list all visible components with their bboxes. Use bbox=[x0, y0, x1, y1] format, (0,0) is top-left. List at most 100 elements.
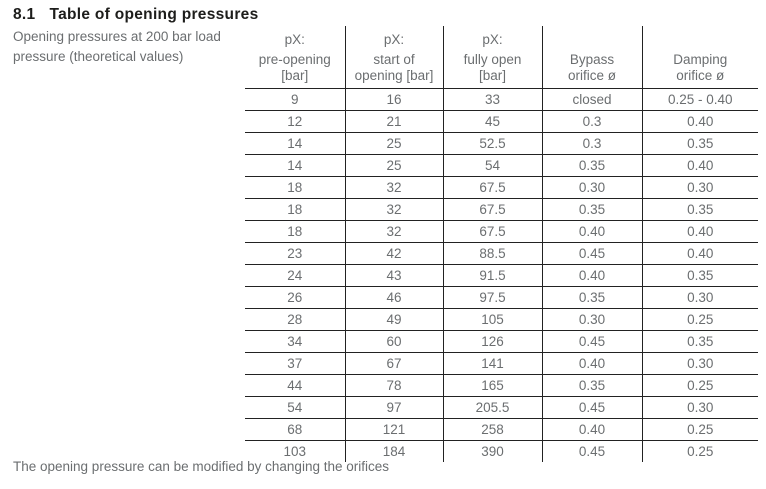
table-row: 103 184 390 0.45 0.25 bbox=[245, 439, 758, 462]
table-cell: 18 bbox=[245, 219, 346, 242]
table-cell: 0.30 bbox=[641, 285, 758, 308]
table-cell: 43 bbox=[344, 263, 444, 286]
table-cell: 14 bbox=[245, 131, 346, 154]
table-column-header: pX: pre-opening [bar] bbox=[245, 26, 346, 88]
description-line: pressure (theoretical values) bbox=[13, 49, 184, 64]
header-line-mid: Damping bbox=[673, 52, 728, 67]
table-cell: 0.3 bbox=[541, 131, 643, 154]
table-cell: 97.5 bbox=[442, 285, 543, 308]
table-cell: 0.40 bbox=[641, 153, 758, 176]
table-row: 37 67 141 0.40 0.30 bbox=[245, 351, 758, 374]
table-cell: 67.5 bbox=[442, 197, 543, 220]
table-cell: 103 bbox=[245, 439, 346, 462]
header-line-bot: [bar] bbox=[478, 68, 506, 83]
table-column-header: Bypass orifice ø bbox=[541, 26, 643, 88]
table-cell: 34 bbox=[245, 329, 346, 352]
section-heading: 8.1 Table of opening pressures bbox=[13, 6, 259, 24]
table-cell: 0.30 bbox=[641, 175, 758, 198]
table-cell: 26 bbox=[245, 285, 346, 308]
table-row: 28 49 105 0.30 0.25 bbox=[245, 307, 758, 330]
table-cell: 205.5 bbox=[442, 395, 543, 418]
table-row: 26 46 97.5 0.35 0.30 bbox=[245, 285, 758, 308]
table-cell: 23 bbox=[245, 241, 346, 264]
header-line-bot: opening [bar] bbox=[354, 68, 434, 83]
table-cell: 0.35 bbox=[641, 329, 758, 352]
table-cell: 0.40 bbox=[641, 241, 758, 264]
table-cell: 25 bbox=[344, 131, 444, 154]
header-line-top: pX: bbox=[284, 32, 305, 47]
table-cell: 141 bbox=[442, 351, 543, 374]
table-column-header: pX: start of opening [bar] bbox=[344, 26, 444, 88]
table-cell: 0.40 bbox=[641, 109, 758, 132]
table-cell: 0.25 bbox=[641, 373, 758, 396]
table-row: 54 97 205.5 0.45 0.30 bbox=[245, 395, 758, 418]
header-line-mid: Bypass bbox=[569, 52, 615, 67]
table-cell: 0.35 bbox=[541, 197, 643, 220]
table-cell: 67 bbox=[344, 351, 444, 374]
table-row: 12 21 45 0.3 0.40 bbox=[245, 109, 758, 132]
table-cell: 0.40 bbox=[541, 219, 643, 242]
table-cell: 28 bbox=[245, 307, 346, 330]
table-cell: 24 bbox=[245, 263, 346, 286]
table-cell: 0.45 bbox=[541, 395, 643, 418]
section-number: 8.1 bbox=[13, 6, 36, 23]
table-cell: 32 bbox=[344, 219, 444, 242]
table-row: 23 42 88.5 0.45 0.40 bbox=[245, 241, 758, 264]
table-cell: 54 bbox=[245, 395, 346, 418]
table-row: 18 32 67.5 0.40 0.40 bbox=[245, 219, 758, 242]
table-cell: 0.35 bbox=[541, 373, 643, 396]
table-cell: 0.30 bbox=[641, 395, 758, 418]
table-row: 44 78 165 0.35 0.25 bbox=[245, 373, 758, 396]
table-cell: 0.35 bbox=[541, 153, 643, 176]
table-cell: 44 bbox=[245, 373, 346, 396]
table-row: 14 25 52.5 0.3 0.35 bbox=[245, 131, 758, 154]
table-column-header: Damping orifice ø bbox=[641, 26, 758, 88]
table-cell: 0.40 bbox=[541, 417, 643, 440]
footnote: The opening pressure can be modified by … bbox=[13, 459, 389, 474]
section-title: Table of opening pressures bbox=[49, 6, 259, 23]
header-line-top bbox=[643, 26, 758, 50]
table-cell: 0.35 bbox=[541, 285, 643, 308]
table-cell: 0.35 bbox=[641, 197, 758, 220]
header-line-mid: start of bbox=[373, 52, 415, 67]
table-cell: 0.3 bbox=[541, 109, 643, 132]
table-row: 34 60 126 0.45 0.35 bbox=[245, 329, 758, 352]
table-cell: 9 bbox=[245, 87, 346, 110]
table-row: 24 43 91.5 0.40 0.35 bbox=[245, 263, 758, 286]
table-cell: 0.40 bbox=[641, 219, 758, 242]
table-cell: 0.30 bbox=[541, 175, 643, 198]
table-cell: 42 bbox=[344, 241, 444, 264]
table-cell: 67.5 bbox=[442, 175, 543, 198]
table-cell: 0.35 bbox=[641, 263, 758, 286]
table-body: 9 16 33 closed 0.25 - 0.40 12 21 45 0.3 0.40 14 25 5… bbox=[245, 87, 758, 462]
table-cell: 12 bbox=[245, 109, 346, 132]
table-cell: 0.35 bbox=[641, 131, 758, 154]
header-line-bot: orifice ø bbox=[567, 68, 616, 83]
header-line-bot: [bar] bbox=[281, 68, 309, 83]
table-description: Opening pressures at 200 bar load pressu… bbox=[13, 27, 245, 67]
header-line-bot: orifice ø bbox=[676, 68, 725, 83]
table-cell: 88.5 bbox=[442, 241, 543, 264]
table-cell: 97 bbox=[344, 395, 444, 418]
table-cell: 18 bbox=[245, 175, 346, 198]
table-cell: 0.25 bbox=[641, 307, 758, 330]
table-cell: 18 bbox=[245, 197, 346, 220]
table-cell: 0.30 bbox=[541, 307, 643, 330]
table-cell: 0.30 bbox=[641, 351, 758, 374]
table-cell: 165 bbox=[442, 373, 543, 396]
table-cell: 60 bbox=[344, 329, 444, 352]
opening-pressures-table: pX: pre-opening [bar] pX: start of openi… bbox=[245, 26, 758, 462]
table-cell: 54 bbox=[442, 153, 543, 176]
table-cell: 32 bbox=[344, 175, 444, 198]
description-line: Opening pressures at 200 bar load bbox=[13, 29, 221, 44]
table-row: 18 32 67.5 0.35 0.35 bbox=[245, 197, 758, 220]
table-column-header: pX: fully open [bar] bbox=[442, 26, 543, 88]
table-cell: 14 bbox=[245, 153, 346, 176]
table-cell: 0.25 bbox=[641, 439, 758, 462]
table-cell: 121 bbox=[344, 417, 444, 440]
table-row: 9 16 33 closed 0.25 - 0.40 bbox=[245, 87, 758, 110]
header-line-top bbox=[543, 26, 641, 50]
header-line-top: pX: bbox=[383, 32, 405, 47]
table-cell: 45 bbox=[442, 109, 543, 132]
table-cell: closed bbox=[541, 87, 643, 110]
